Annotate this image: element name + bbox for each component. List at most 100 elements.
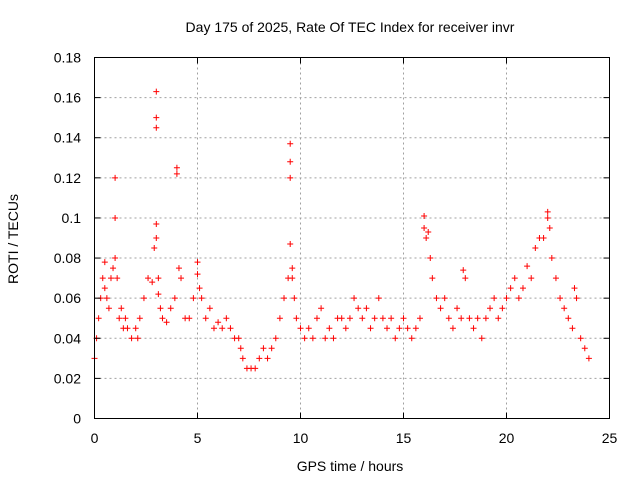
data-point <box>454 305 461 312</box>
y-tick-label: 0.12 <box>54 170 81 186</box>
data-point <box>268 345 275 352</box>
data-point <box>305 325 312 332</box>
data-point <box>153 88 160 95</box>
data-point <box>318 305 325 312</box>
data-point <box>112 174 119 181</box>
data-point <box>178 275 185 282</box>
plot-frame <box>94 57 610 419</box>
data-point <box>458 315 465 322</box>
y-tick-label: 0.06 <box>54 290 81 306</box>
data-point <box>363 305 370 312</box>
data-point <box>375 295 382 302</box>
data-point <box>437 305 444 312</box>
data-point <box>379 315 386 322</box>
data-point <box>441 295 448 302</box>
data-point <box>134 335 141 342</box>
data-point <box>404 325 411 332</box>
data-point <box>136 315 143 322</box>
data-point <box>116 315 123 322</box>
data-point <box>276 315 283 322</box>
data-point <box>157 305 164 312</box>
data-point <box>571 285 578 292</box>
x-tick-labels: 0 5 10 15 20 25 <box>91 430 618 446</box>
data-point <box>194 271 201 278</box>
data-point <box>425 228 432 235</box>
data-point <box>291 295 298 302</box>
y-tick-label: 0.18 <box>54 50 81 66</box>
data-point <box>110 265 117 272</box>
data-point <box>95 315 102 322</box>
data-point <box>289 265 296 272</box>
data-point <box>524 263 531 270</box>
data-point <box>167 305 174 312</box>
data-point <box>173 170 180 177</box>
data-point <box>301 335 308 342</box>
x-tick-label: 5 <box>194 430 202 446</box>
data-point <box>122 315 129 322</box>
data-point <box>210 325 217 332</box>
data-point <box>237 345 244 352</box>
data-point <box>396 325 403 332</box>
x-tick-label: 10 <box>293 430 309 446</box>
data-point <box>171 295 178 302</box>
data-point <box>159 315 166 322</box>
data-point <box>552 275 559 282</box>
data-point <box>289 275 296 282</box>
y-tick-labels: 0 0.02 0.04 0.06 0.08 0.1 0.12 0.14 0.16 0.18 <box>54 50 81 427</box>
data-point <box>112 214 119 221</box>
data-point <box>206 305 213 312</box>
data-point <box>256 355 263 362</box>
data-point <box>474 315 481 322</box>
data-point <box>423 235 430 241</box>
gridlines <box>94 57 610 419</box>
data-point <box>326 325 333 332</box>
data-point <box>264 355 271 362</box>
data-point <box>421 224 428 231</box>
data-point <box>421 212 428 219</box>
data-point <box>384 325 391 332</box>
data-point <box>151 245 158 252</box>
data-point <box>342 325 349 332</box>
data-point <box>573 295 580 302</box>
data-point <box>107 275 114 282</box>
data-point <box>548 255 555 262</box>
data-point <box>105 305 112 312</box>
data-point <box>528 275 535 282</box>
data-point <box>223 315 230 322</box>
data-point <box>511 275 518 282</box>
data-point <box>101 259 108 266</box>
data-point <box>153 220 160 227</box>
data-point <box>132 325 139 332</box>
data-point <box>155 275 162 282</box>
data-point <box>466 315 473 322</box>
data-point <box>359 315 366 322</box>
chart-title: Day 175 of 2025, Rate Of TEC Index for r… <box>186 19 515 35</box>
y-tick-label: 0.04 <box>54 330 81 346</box>
y-tick-label: 0 <box>73 411 81 427</box>
data-point <box>194 259 201 266</box>
x-tick-label: 0 <box>91 430 99 446</box>
data-point <box>145 275 152 282</box>
data-point <box>540 235 547 241</box>
data-point <box>124 325 131 332</box>
y-tick-label: 0.08 <box>54 250 81 266</box>
data-point <box>281 295 288 302</box>
data-point <box>155 291 162 298</box>
data-point <box>515 295 522 302</box>
data-point <box>140 295 147 302</box>
data-point <box>487 305 494 312</box>
data-point <box>495 315 502 322</box>
data-point <box>153 124 160 131</box>
data-point <box>351 295 358 302</box>
data-point <box>585 355 592 362</box>
data-point <box>260 345 267 352</box>
data-point <box>462 275 469 282</box>
data-point <box>491 295 498 302</box>
data-point <box>287 241 294 248</box>
data-point <box>482 315 489 322</box>
data-point <box>581 345 588 352</box>
data-point <box>544 214 551 221</box>
x-tick-label: 20 <box>499 430 515 446</box>
data-point <box>219 325 226 332</box>
